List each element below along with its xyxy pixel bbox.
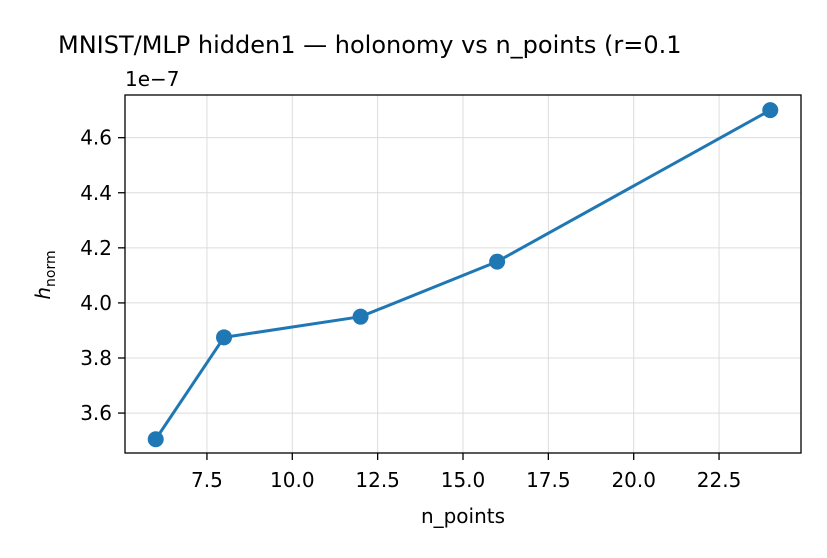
data-point bbox=[762, 102, 779, 119]
x-tick-label: 20.0 bbox=[611, 468, 656, 492]
data-point bbox=[489, 253, 506, 270]
y-offset-label: 1e−7 bbox=[125, 67, 180, 91]
y-tick-label: 4.6 bbox=[80, 126, 112, 150]
y-tick-label: 4.0 bbox=[80, 291, 112, 315]
x-axis-label: n_points bbox=[421, 504, 505, 528]
y-axis-label-main: h bbox=[31, 287, 55, 300]
series-line-group bbox=[147, 102, 779, 448]
y-tick-label: 3.8 bbox=[80, 346, 112, 370]
y-tick-label: 4.2 bbox=[80, 236, 112, 260]
axis-ticks: 7.5 10.0 12.5 15.0 17.5 20.0 22.5 3.6 3.8 4.0 4.2 4… bbox=[80, 126, 741, 492]
chart-title: MNIST/MLP hidden1 — holonomy vs n_points… bbox=[58, 31, 682, 59]
y-axis-label-sub: norm bbox=[43, 250, 59, 287]
plot-frame bbox=[124, 94, 802, 454]
x-tick-label: 7.5 bbox=[191, 468, 223, 492]
grid bbox=[125, 95, 801, 453]
data-point bbox=[352, 308, 369, 325]
x-tick-label: 15.0 bbox=[441, 468, 486, 492]
y-axis-label: hnorm bbox=[31, 250, 59, 299]
x-tick-label: 10.0 bbox=[270, 468, 315, 492]
data-point bbox=[216, 329, 233, 346]
x-tick-label: 22.5 bbox=[697, 468, 742, 492]
x-tick-label: 12.5 bbox=[355, 468, 400, 492]
y-tick-label: 3.6 bbox=[80, 401, 112, 425]
data-point bbox=[147, 431, 164, 448]
x-tick-label: 17.5 bbox=[526, 468, 571, 492]
y-tick-label: 4.4 bbox=[80, 181, 112, 205]
